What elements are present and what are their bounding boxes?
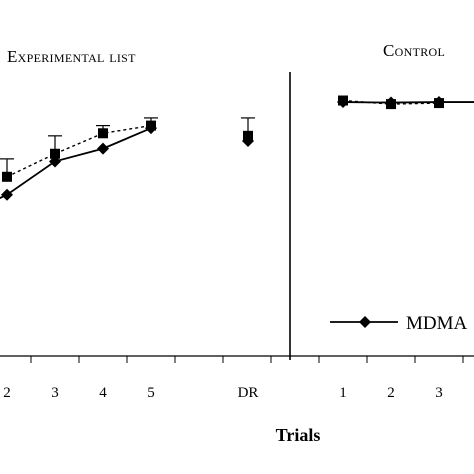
series-line-1-1 (0, 127, 152, 200)
panel-title-2: Control (383, 41, 445, 60)
x-tick-label: 2 (387, 385, 395, 401)
x-tick-label: 3 (435, 385, 443, 401)
data-point-square (386, 99, 396, 110)
x-tick-label: DR (238, 385, 259, 401)
x-tick-label: 5 (147, 385, 155, 401)
series-line-1-2 (6, 124, 152, 178)
data-point-square (338, 95, 348, 106)
x-tick-label: 4 (99, 385, 107, 401)
legend-marker (359, 316, 371, 328)
axes (0, 72, 474, 363)
data-point-square (50, 148, 60, 159)
panel-title-1: Experimental list (7, 47, 136, 66)
data-point-square (434, 98, 444, 109)
series-layer (0, 95, 474, 201)
data-point-square (2, 171, 12, 182)
x-axis-label: Trials (276, 425, 321, 445)
data-point-diamond (1, 188, 13, 201)
x-tick-label: 1 (339, 385, 347, 401)
x-tick-label: 3 (51, 385, 59, 401)
data-point-square (98, 128, 108, 139)
x-tick-label: 2 (3, 385, 11, 401)
data-point-square (146, 120, 156, 131)
data-point-square (243, 130, 253, 141)
legend-label: MDMA (406, 313, 468, 334)
data-point-diamond (97, 142, 109, 155)
labels-layer: Experimental list Control 2 3 4 5 DR 1 2 3 Trials M… (3, 41, 467, 445)
